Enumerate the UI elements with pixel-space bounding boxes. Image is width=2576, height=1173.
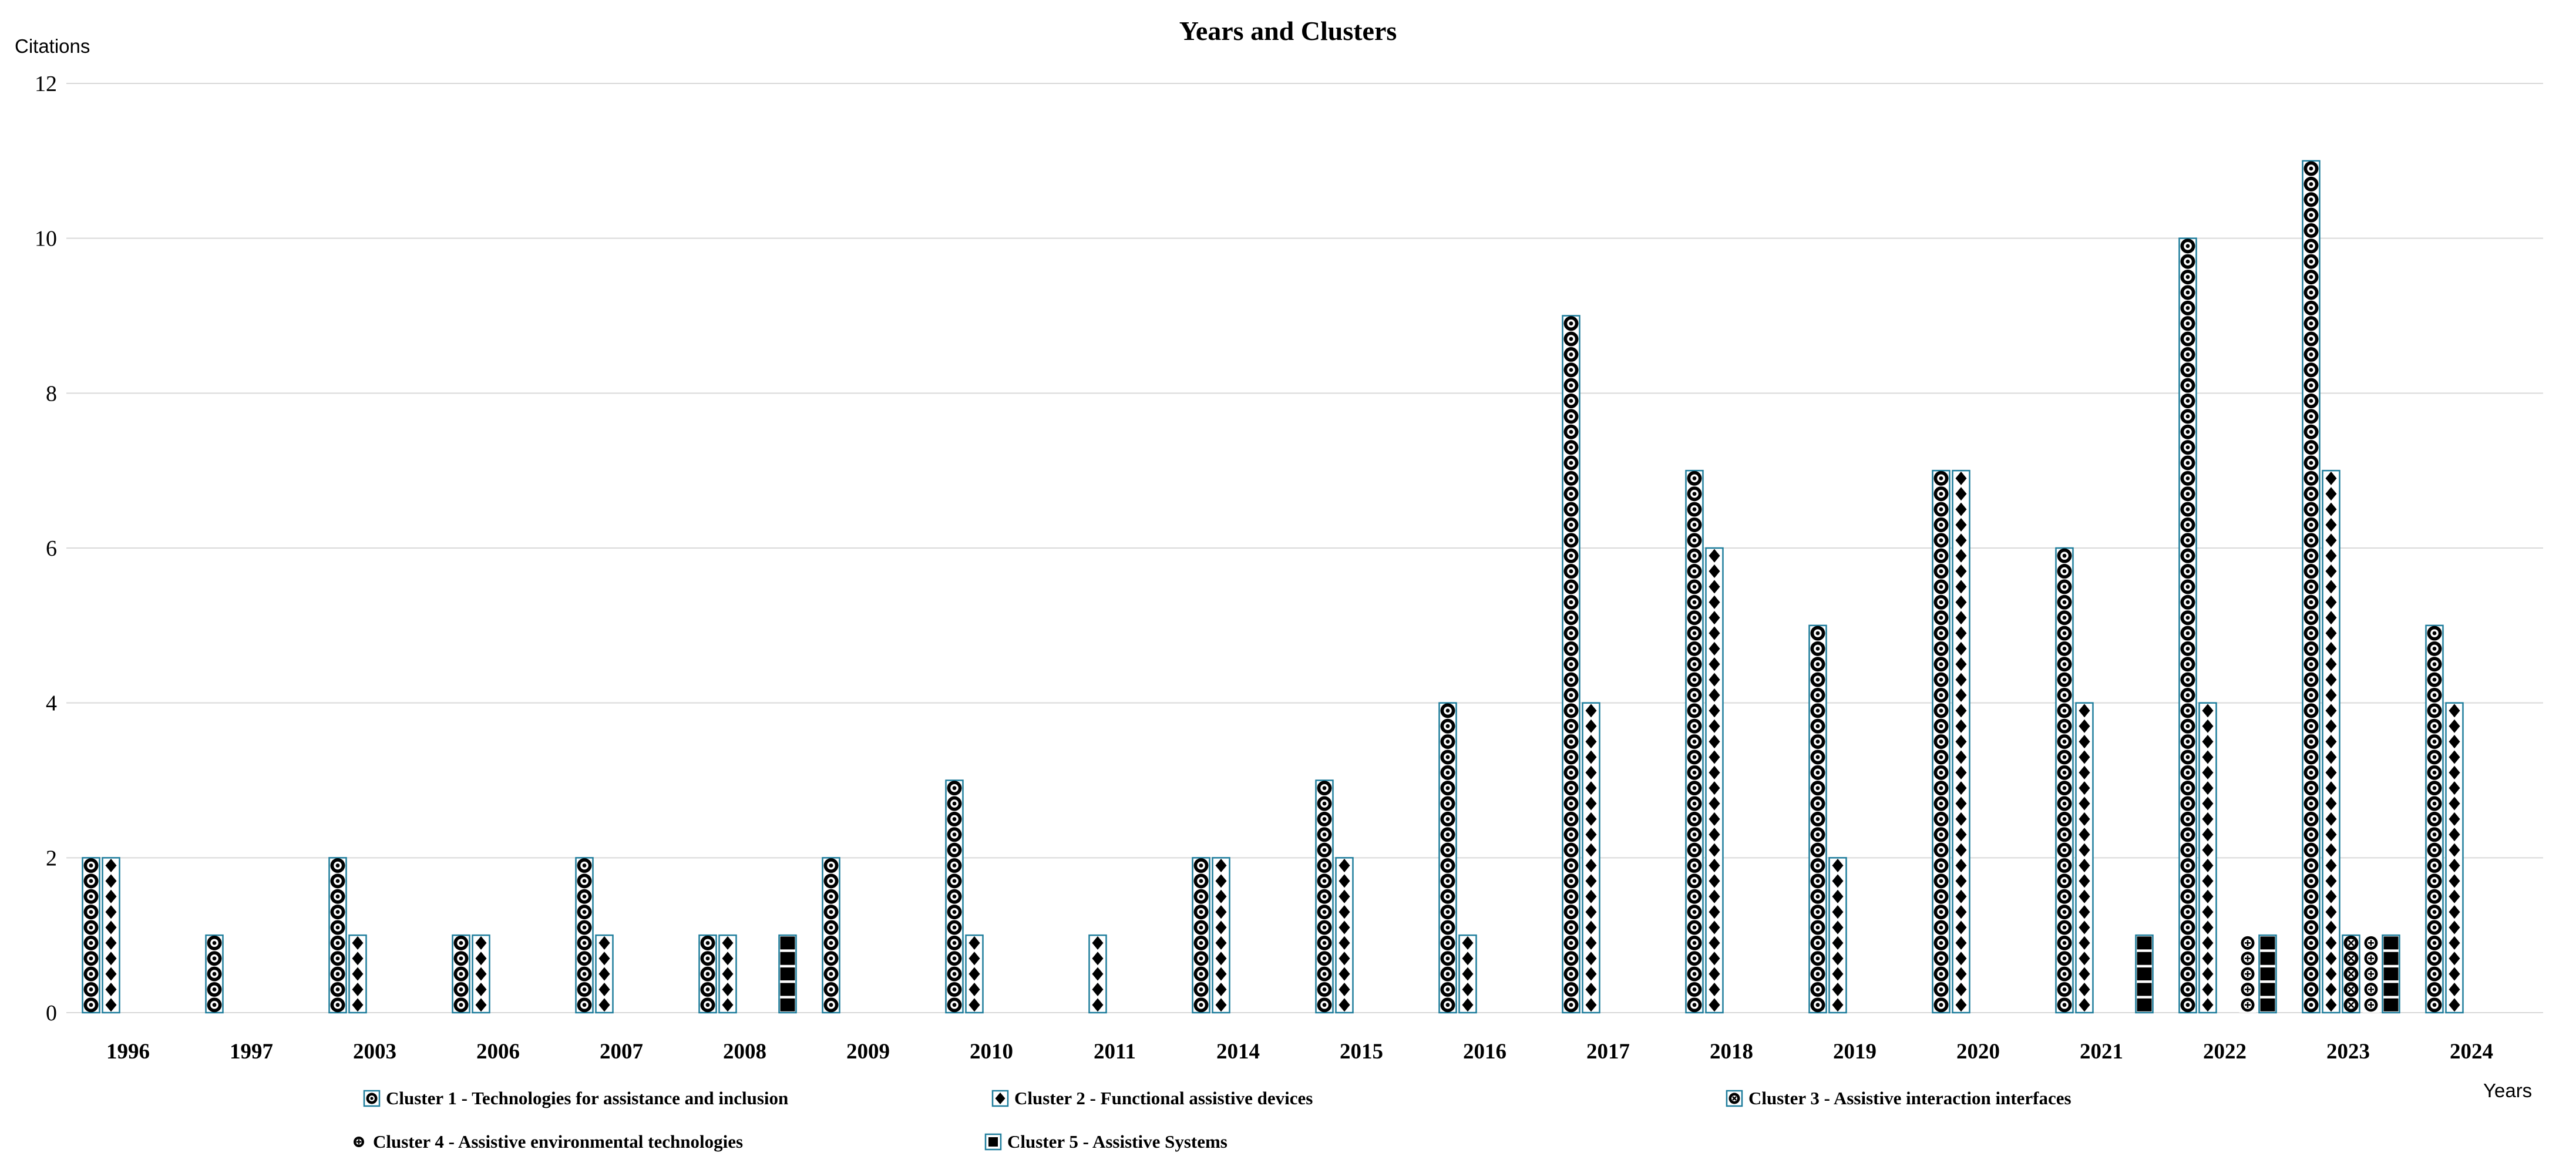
bar-2024-cluster1: [2425, 624, 2444, 1014]
bar-2017-cluster1: [1562, 315, 1580, 1014]
bar-2021-cluster2: [2075, 702, 2094, 1014]
filled-square-legend-icon: [984, 1133, 1002, 1151]
x-tick-label: 1997: [230, 1040, 273, 1064]
bar-2016-cluster2: [1458, 934, 1477, 1014]
bar-2008-cluster1: [698, 934, 717, 1014]
bar-2009-cluster1: [822, 857, 840, 1014]
bar-2022-cluster1: [2178, 237, 2197, 1014]
bar-2019-cluster1: [1808, 624, 1827, 1014]
bar-2022-cluster2: [2198, 702, 2217, 1014]
legend-item-cluster-2: Cluster 2 - Functional assistive devices: [991, 1088, 1313, 1109]
bar-2023-cluster1: [2302, 160, 2321, 1014]
x-tick-label: 2006: [476, 1040, 520, 1064]
bar-2006-cluster2: [472, 934, 490, 1014]
x-tick-label: 2014: [1216, 1040, 1260, 1064]
x-tick-label: 2009: [846, 1040, 890, 1064]
x-tick-label: 2011: [1094, 1040, 1136, 1064]
bar-2018-cluster2: [1705, 547, 1724, 1014]
bar-2003-cluster2: [348, 934, 367, 1014]
x-tick-label: 2022: [2203, 1040, 2247, 1064]
legend-item-cluster-4: Cluster 4 - Assistive environmental tech…: [350, 1131, 743, 1152]
bar-2020-cluster1: [1932, 469, 1951, 1014]
x-tick-label: 2024: [2450, 1040, 2493, 1064]
y-tick-label: 2: [46, 846, 57, 870]
x-axis-title: Years: [2483, 1080, 2533, 1101]
bar-1997-cluster1: [205, 934, 224, 1014]
bar-2016-cluster1: [1438, 702, 1457, 1014]
legend-item-cluster-1: Cluster 1 - Technologies for assistance …: [363, 1088, 788, 1109]
chart-title: Years and Clusters: [1179, 16, 1397, 46]
y-tick-label: 4: [46, 691, 57, 716]
x-tick-label: 2007: [600, 1040, 643, 1064]
bar-2023-cluster5: [2382, 934, 2400, 1014]
x-tick-label: 2020: [1956, 1040, 2000, 1064]
circle-plus-legend-icon: [354, 1137, 364, 1147]
x-tick-label: 2010: [970, 1040, 1013, 1064]
bar-2024-cluster2: [2445, 702, 2464, 1014]
y-axis-title: Citations: [15, 35, 90, 57]
x-tick-label: 2016: [1463, 1040, 1506, 1064]
x-tick-label: 2018: [1710, 1040, 1753, 1064]
bar-2022-cluster4: [2239, 935, 2256, 1013]
legend-label: Cluster 1 - Technologies for assistance …: [386, 1088, 789, 1108]
legend-label: Cluster 3 - Assistive interaction interf…: [1748, 1088, 2071, 1108]
bar-2015-cluster2: [1335, 857, 1354, 1014]
bar-2010-cluster2: [965, 934, 984, 1014]
y-tick-label: 0: [46, 1001, 57, 1026]
bar-2007-cluster2: [595, 934, 614, 1014]
circle-dot-legend-icon: [363, 1090, 381, 1107]
bar-2021-cluster1: [2055, 547, 2074, 1014]
bar-2023-cluster3: [2342, 934, 2360, 1014]
bar-2006-cluster1: [452, 934, 470, 1014]
bar-2018-cluster1: [1685, 469, 1704, 1014]
bar-2003-cluster1: [328, 857, 347, 1014]
legend-label: Cluster 2 - Functional assistive devices: [1014, 1088, 1313, 1108]
x-tick-label: 2017: [1586, 1040, 1630, 1064]
x-tick-label: 2015: [1340, 1040, 1383, 1064]
x-tick-label: 2023: [2326, 1040, 2370, 1064]
bar-2014-cluster2: [1212, 857, 1230, 1014]
bar-2023-cluster2: [2322, 469, 2340, 1014]
y-tick-label: 6: [46, 536, 57, 561]
bar-2007-cluster1: [575, 857, 594, 1014]
bar-2015-cluster1: [1315, 779, 1334, 1014]
x-tick-label: 2021: [2080, 1040, 2123, 1064]
bar-2008-cluster5: [778, 934, 797, 1014]
legend-item-cluster-5: Cluster 5 - Assistive Systems: [984, 1131, 1228, 1152]
y-tick-label: 10: [35, 227, 57, 251]
bar-2021-cluster5: [2135, 934, 2154, 1014]
bar-2008-cluster2: [718, 934, 737, 1014]
bar-2022-cluster5: [2258, 934, 2277, 1014]
bar-1996-cluster2: [102, 857, 120, 1014]
x-tick-label: 2019: [1833, 1040, 1876, 1064]
legend-label: Cluster 4 - Assistive environmental tech…: [373, 1131, 744, 1152]
x-tick-label: 1996: [106, 1040, 150, 1064]
bar-1996-cluster1: [82, 857, 100, 1014]
diamond-legend-icon: [991, 1090, 1009, 1107]
y-tick-label: 8: [46, 381, 57, 406]
bar-2020-cluster2: [1952, 469, 1970, 1014]
y-tick-label: 12: [35, 72, 57, 96]
x-tick-label: 2003: [353, 1040, 396, 1064]
bar-2011-cluster2: [1088, 934, 1107, 1014]
x-tick-label: 2008: [723, 1040, 766, 1064]
bar-2019-cluster2: [1828, 857, 1847, 1014]
bar-2017-cluster2: [1582, 702, 1600, 1014]
legend-label: Cluster 5 - Assistive Systems: [1007, 1131, 1228, 1152]
bar-2010-cluster1: [945, 779, 964, 1014]
bar-2023-cluster4: [2362, 935, 2380, 1013]
bar-2014-cluster1: [1192, 857, 1210, 1014]
circle-x-legend-icon: [1726, 1090, 1743, 1107]
legend-item-cluster-3: Cluster 3 - Assistive interaction interf…: [1726, 1088, 2071, 1109]
